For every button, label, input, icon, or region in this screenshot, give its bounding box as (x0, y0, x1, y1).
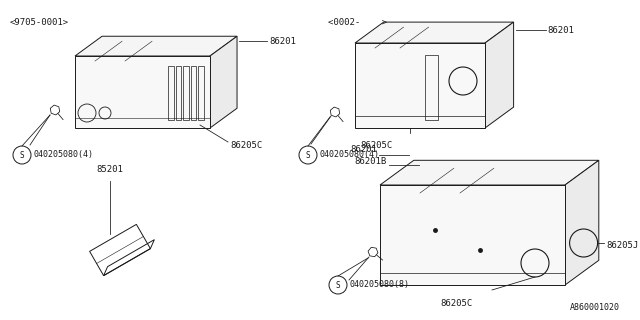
Text: 86201B: 86201B (355, 157, 387, 166)
Polygon shape (565, 160, 599, 285)
Polygon shape (380, 185, 565, 285)
Text: S: S (336, 281, 340, 290)
Text: <9705-0001>: <9705-0001> (10, 18, 69, 27)
Polygon shape (355, 43, 485, 128)
Text: 86205C: 86205C (230, 140, 262, 149)
Polygon shape (75, 56, 210, 128)
Text: <0002-    >: <0002- > (328, 18, 387, 27)
Text: 040205080(4): 040205080(4) (320, 150, 380, 159)
Text: 86205J: 86205J (607, 241, 639, 250)
Polygon shape (210, 36, 237, 128)
Text: 86205C: 86205C (360, 140, 392, 149)
Text: A860001020: A860001020 (570, 303, 620, 313)
Text: 86201: 86201 (269, 37, 296, 46)
Text: 85201: 85201 (97, 165, 124, 174)
Text: 86201: 86201 (548, 26, 575, 35)
Text: 040205080(8): 040205080(8) (350, 281, 410, 290)
Text: 86205C: 86205C (440, 299, 472, 308)
Text: S: S (306, 150, 310, 159)
Polygon shape (75, 36, 237, 56)
Polygon shape (355, 22, 514, 43)
Polygon shape (485, 22, 514, 128)
Text: 86201: 86201 (350, 145, 377, 154)
Text: S: S (20, 150, 24, 159)
Polygon shape (380, 160, 599, 185)
Text: 040205080(4): 040205080(4) (34, 150, 94, 159)
